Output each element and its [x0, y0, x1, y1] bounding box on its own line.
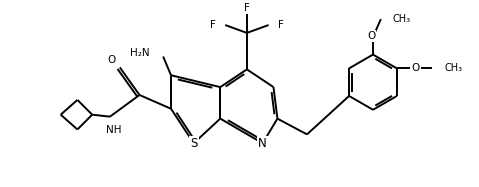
- Text: F: F: [278, 20, 285, 30]
- Text: CH₃: CH₃: [393, 14, 411, 24]
- Text: CH₃: CH₃: [444, 63, 462, 73]
- Text: O: O: [411, 63, 420, 73]
- Text: F: F: [244, 3, 250, 13]
- Text: NH: NH: [106, 125, 122, 134]
- Text: O: O: [108, 55, 116, 65]
- Text: N: N: [258, 137, 267, 150]
- Text: O: O: [367, 31, 375, 41]
- Text: F: F: [210, 20, 217, 30]
- Text: S: S: [190, 137, 197, 150]
- Text: H₂N: H₂N: [130, 48, 149, 58]
